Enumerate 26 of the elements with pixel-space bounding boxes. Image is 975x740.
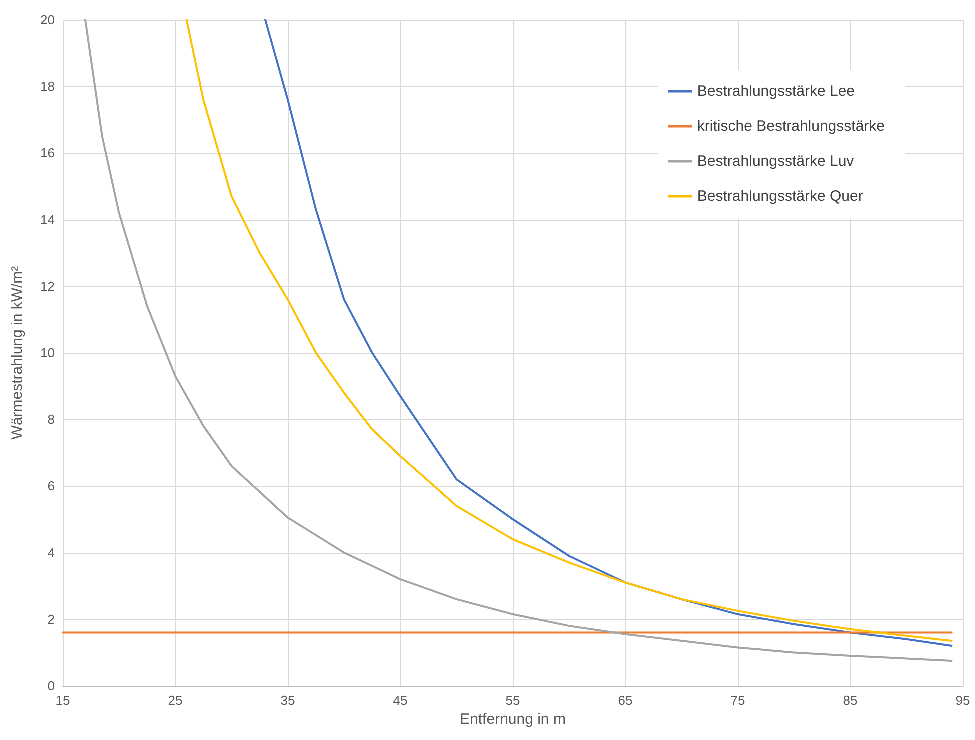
y-tick-label: 12 — [40, 278, 55, 294]
y-tick-label: 16 — [40, 146, 55, 161]
x-axis-title: Entfernung in m — [460, 711, 566, 728]
y-tick-label: 2 — [48, 612, 55, 627]
x-tick-label: 15 — [56, 693, 70, 708]
x-tick-label: 25 — [168, 693, 183, 708]
x-tick-label: 85 — [843, 693, 858, 708]
y-tick-label: 6 — [48, 478, 55, 494]
y-tick-label: 20 — [40, 12, 55, 28]
legend-label: Bestrahlungsstärke Lee — [697, 83, 856, 100]
y-tick-label: 18 — [40, 79, 55, 94]
y-tick-label: 8 — [48, 412, 55, 428]
x-tick-label: 55 — [506, 693, 520, 708]
x-tick-label: 45 — [393, 693, 408, 708]
legend-label: Bestrahlungsstärke Luv — [697, 153, 855, 170]
legend-label: kritische Bestrahlungsstärke — [697, 118, 886, 135]
y-axis-title: Wärmestrahlung in kW/m² — [9, 266, 26, 440]
y-tick-label: 0 — [48, 678, 55, 694]
y-tick-label: 14 — [40, 212, 55, 228]
x-tick-label: 75 — [730, 693, 746, 708]
legend-label: Bestrahlungsstärke Quer — [697, 188, 864, 205]
y-tick-label: 4 — [48, 545, 55, 560]
y-tick-label: 10 — [40, 346, 55, 360]
x-tick-label: 95 — [956, 693, 970, 708]
x-tick-label: 35 — [280, 693, 296, 708]
x-tick-label: 65 — [618, 693, 633, 708]
